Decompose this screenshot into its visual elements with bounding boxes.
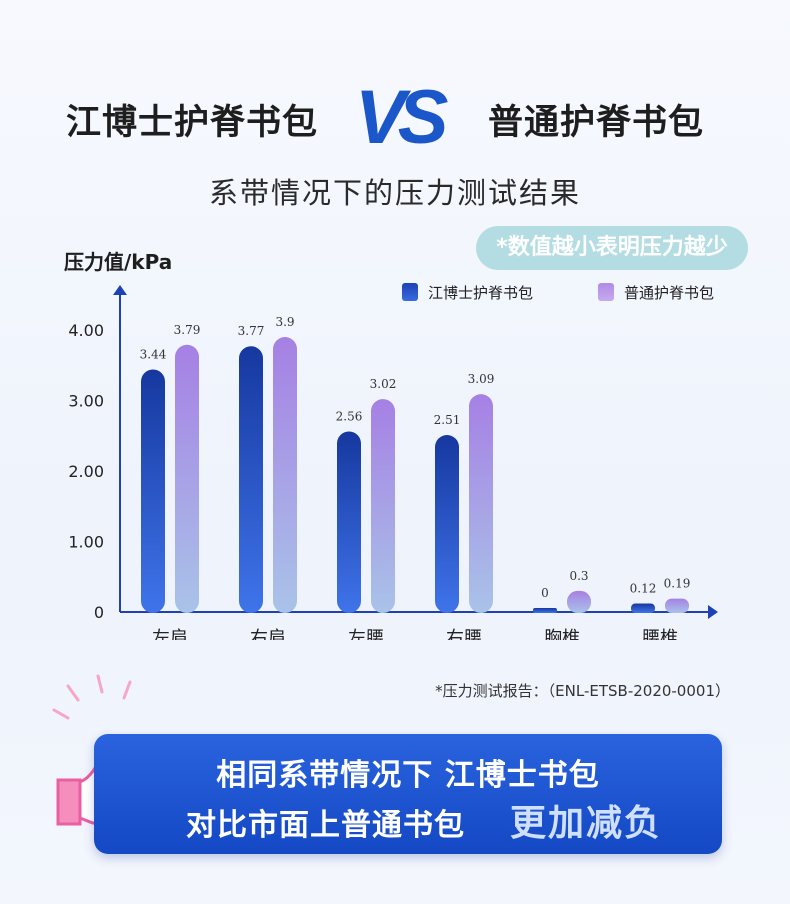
data-label: 3.44 — [140, 347, 167, 361]
data-label: 3.02 — [370, 377, 397, 391]
legend-label-series-1: 江博士护脊书包 — [428, 284, 534, 302]
data-label: 3.09 — [468, 372, 495, 386]
bar-2-1 — [175, 344, 199, 613]
bar-2-2 — [273, 337, 297, 613]
y-tick-label: 1.00 — [68, 533, 104, 552]
y-tick-label: 0 — [94, 603, 104, 622]
brand-left-title: 江博士护脊书包 — [66, 103, 319, 143]
banner-line-1: 相同系带情况下 江博士书包 — [216, 758, 600, 793]
data-label: 3.9 — [275, 315, 294, 329]
legend-swatch-series-2 — [598, 283, 614, 301]
bar-1-4 — [435, 435, 459, 613]
brand-right-title: 普通护脊书包 — [488, 103, 705, 143]
footnote: *压力测试报告：（ENL-ETSB-2020-0001） — [435, 682, 730, 700]
bar-2-6 — [665, 598, 689, 613]
vs-logo: VS — [355, 75, 448, 160]
x-tick-label: 右腰 — [446, 628, 482, 640]
bar-1-3 — [337, 431, 361, 613]
banner-highlight: 更加减负 — [510, 803, 663, 844]
data-label: 3.79 — [174, 323, 201, 337]
bar-chart: 0 1.00 2.00 3.00 4.00 3.44 3.79 左肩 3.77 3.9 右肩 2.56… — [68, 285, 718, 640]
bar-1-6 — [631, 603, 655, 613]
legend-label-series-2: 普通护脊书包 — [624, 284, 715, 302]
data-label: 2.56 — [336, 410, 363, 424]
x-tick-label: 右肩 — [250, 628, 286, 640]
y-tick-label: 2.00 — [68, 462, 104, 481]
x-tick-label: 左肩 — [152, 628, 188, 640]
bar-1-1 — [141, 369, 165, 613]
x-tick-label: 腰椎 — [642, 628, 678, 640]
bar-2-3 — [371, 399, 395, 613]
y-axis-arrow — [113, 285, 127, 295]
x-axis-arrow — [708, 605, 718, 619]
page-subtitle: 系带情况下的压力测试结果 — [208, 176, 581, 210]
note-badge: *数值越小表明压力越少 — [476, 226, 748, 270]
y-tick-label: 3.00 — [68, 392, 104, 411]
bar-1-5 — [533, 608, 557, 613]
summary-banner: 相同系带情况下 江博士书包 对比市面上普通书包 更加减负 — [94, 734, 722, 854]
x-tick-label: 左腰 — [348, 628, 384, 640]
banner-line-2: 对比市面上普通书包 — [186, 808, 465, 843]
y-axis-label: 压力值/kPa — [64, 250, 173, 274]
x-tick-label: 胸椎 — [544, 628, 580, 640]
data-label: 0 — [541, 586, 549, 600]
data-label: 0.12 — [630, 582, 657, 596]
data-label: 0.3 — [569, 569, 588, 583]
header: 江博士护脊书包 VS 普通护脊书包 — [0, 75, 790, 160]
data-label: 2.51 — [434, 413, 461, 427]
y-tick-label: 4.00 — [68, 321, 104, 340]
data-label: 0.19 — [664, 577, 691, 591]
data-label: 3.77 — [238, 324, 265, 338]
legend-swatch-series-1 — [402, 283, 418, 301]
bar-2-4 — [469, 394, 493, 613]
bar-2-5 — [567, 590, 591, 613]
bar-1-2 — [239, 346, 263, 613]
